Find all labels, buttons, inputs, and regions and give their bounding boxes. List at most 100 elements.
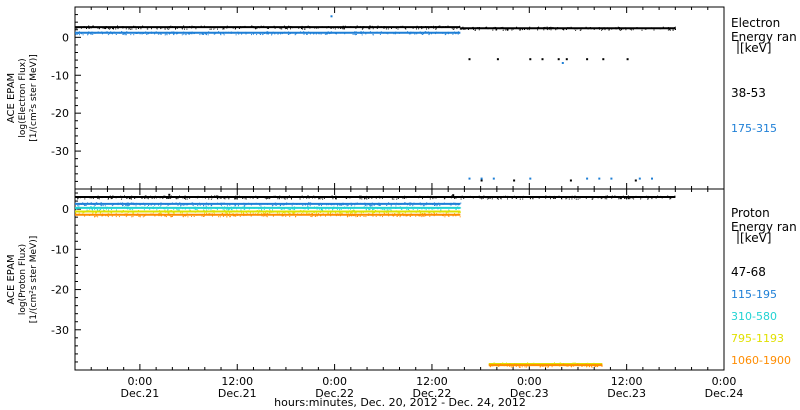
- data-point: [366, 27, 368, 29]
- data-point: [256, 197, 258, 199]
- data-point: [495, 29, 497, 31]
- data-point: [225, 210, 227, 212]
- data-point: [596, 366, 598, 368]
- data-point: [354, 204, 356, 206]
- data-point: [393, 215, 395, 217]
- data-point: [432, 196, 434, 198]
- data-point: [239, 215, 241, 217]
- data-point: [226, 205, 228, 207]
- data-point: [438, 26, 440, 28]
- data-point: [433, 27, 435, 29]
- data-point: [210, 198, 212, 200]
- data-point: [143, 33, 144, 34]
- data-point: [237, 31, 239, 33]
- data-point: [308, 213, 310, 215]
- x-tick-date: Dec.22: [315, 387, 354, 400]
- data-point: [86, 28, 87, 29]
- data-point: [294, 26, 296, 28]
- data-point: [433, 213, 435, 215]
- data-point: [543, 29, 545, 31]
- data-point: [121, 195, 123, 197]
- data-point: [164, 210, 166, 211]
- data-point: [641, 29, 643, 31]
- data-point: [92, 212, 94, 213]
- data-point: [263, 203, 265, 205]
- data-point: [492, 29, 494, 31]
- data-point: [224, 213, 226, 215]
- data-point: [234, 197, 236, 199]
- data-point: [150, 197, 152, 199]
- data-point: [378, 196, 380, 198]
- data-point: [396, 202, 398, 204]
- data-point: [343, 204, 344, 206]
- data-point: [630, 29, 632, 31]
- data-point: [300, 203, 302, 204]
- data-point: [575, 29, 577, 31]
- data-point: [402, 26, 404, 28]
- data-point: [147, 196, 149, 198]
- data-point: [183, 214, 185, 215]
- data-point: [256, 210, 258, 212]
- data-point: [136, 33, 138, 34]
- data-point: [374, 203, 376, 205]
- data-point: [383, 210, 384, 212]
- series-310-580: [75, 206, 462, 211]
- data-point: [330, 204, 332, 206]
- data-point: [208, 213, 210, 215]
- data-point: [126, 207, 128, 209]
- data-point: [327, 33, 329, 34]
- data-point: [112, 27, 113, 29]
- data-point: [160, 32, 162, 34]
- data-point: [437, 208, 439, 210]
- data-point: [420, 33, 422, 35]
- data-point: [610, 177, 613, 180]
- data-point: [250, 214, 252, 216]
- data-point: [593, 363, 595, 365]
- data-point: [245, 33, 247, 35]
- data-point: [164, 34, 166, 36]
- data-point: [159, 196, 161, 198]
- data-point: [303, 28, 305, 30]
- data-point: [241, 207, 243, 209]
- data-point: [84, 196, 86, 198]
- data-point: [643, 28, 645, 29]
- data-point: [153, 211, 155, 213]
- data-point: [514, 363, 516, 365]
- data-point: [155, 31, 157, 33]
- data-point: [463, 197, 465, 199]
- data-point: [376, 207, 378, 208]
- data-point: [551, 27, 553, 29]
- data-point: [526, 365, 528, 367]
- data-point: [318, 198, 320, 200]
- data-point: [173, 208, 175, 210]
- data-point: [516, 26, 518, 28]
- data-point: [259, 196, 261, 198]
- data-point: [397, 212, 399, 214]
- data-point: [396, 198, 398, 200]
- data-point: [192, 205, 194, 206]
- data-point: [351, 210, 353, 212]
- data-point: [461, 28, 463, 30]
- data-point: [434, 197, 435, 199]
- data-point: [565, 196, 566, 198]
- data-point: [177, 32, 179, 34]
- data-point: [231, 210, 233, 212]
- data-point: [294, 212, 296, 214]
- data-point: [456, 203, 458, 205]
- data-point: [444, 210, 446, 212]
- data-point: [205, 208, 207, 210]
- data-point: [384, 209, 386, 211]
- data-point: [204, 207, 206, 209]
- data-point: [497, 364, 499, 366]
- data-point: [255, 210, 257, 212]
- data-point: [608, 29, 610, 31]
- data-point: [229, 216, 231, 218]
- data-point: [371, 32, 373, 34]
- data-point: [379, 214, 381, 216]
- data-point: [99, 211, 101, 213]
- data-point: [159, 214, 161, 216]
- x-tick-time: 12:00: [416, 375, 448, 388]
- data-point: [425, 26, 426, 28]
- data-point: [308, 197, 310, 199]
- data-point: [227, 209, 229, 211]
